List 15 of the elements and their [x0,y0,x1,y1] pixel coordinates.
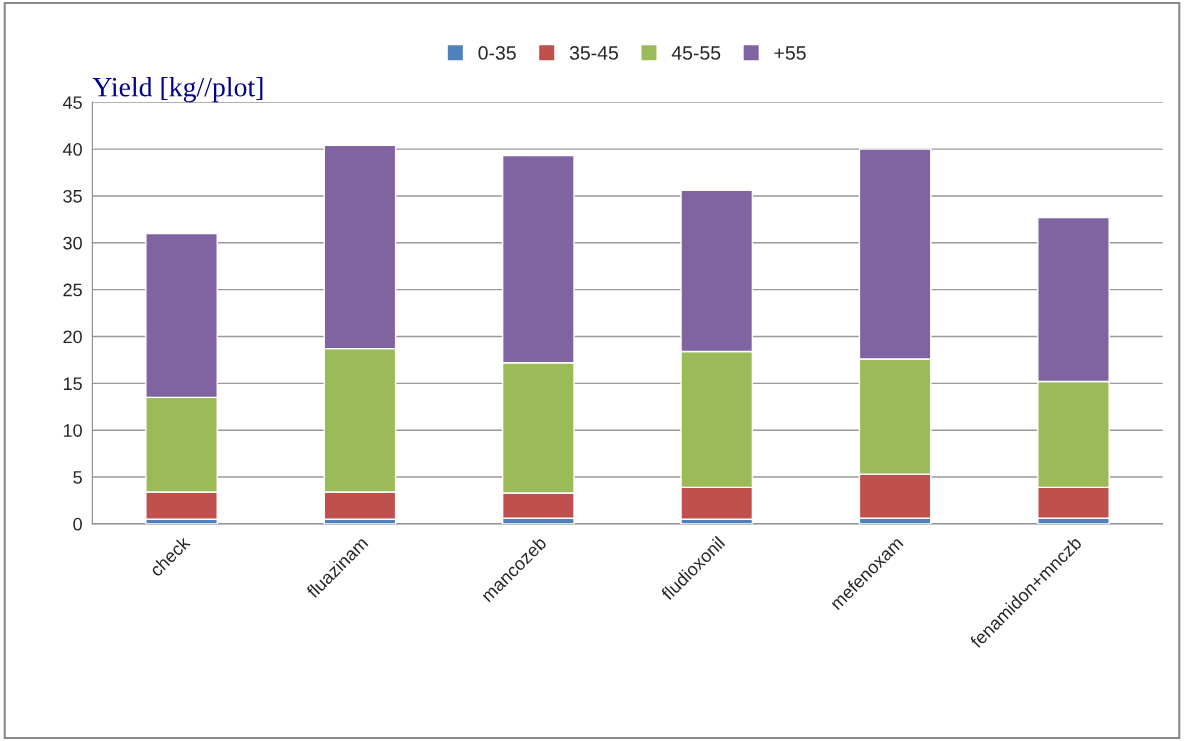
legend-label: 0-35 [478,46,516,60]
legend-label: 45-55 [671,46,721,60]
legend-label: 35-45 [569,46,619,60]
y-tick-label: 5 [73,471,82,484]
y-tick-label: 20 [63,330,82,344]
y-tick-label: 10 [63,424,82,437]
y-tick-label: 40 [62,143,82,156]
y-tick-label: 45 [62,96,82,109]
y-tick-label: 0 [73,517,82,531]
y-tick-label: 30 [63,236,82,250]
y-tick-label: 35 [63,189,82,203]
legend-label: +55 [774,46,806,60]
y-tick-label: 25 [63,283,82,297]
y-tick-label: 15 [63,377,82,391]
y-axis-title: Yield [kg//plot] [92,76,263,103]
